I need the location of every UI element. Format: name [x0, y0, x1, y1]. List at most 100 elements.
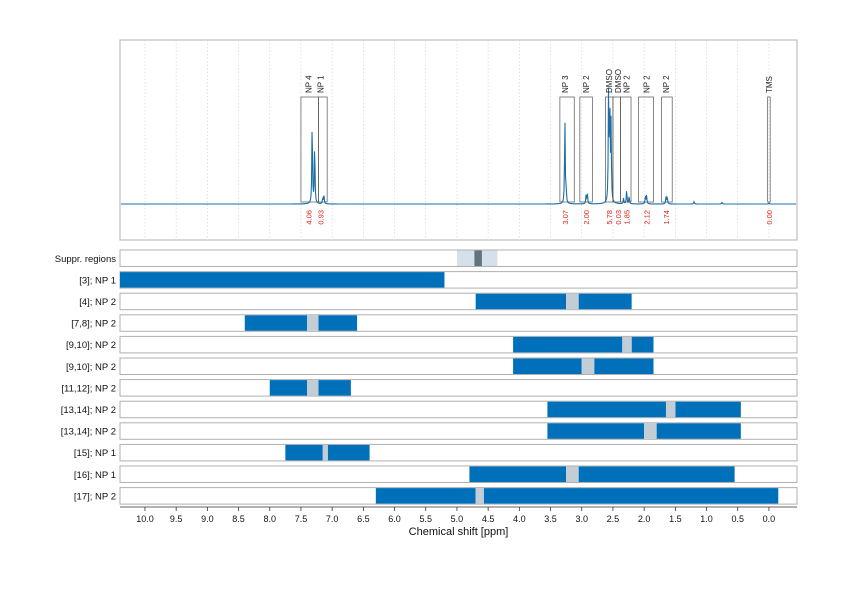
peak-label: NP 2	[662, 75, 671, 93]
x-tick-label: 7.5	[295, 514, 308, 524]
region-gap	[581, 358, 595, 374]
region-row-frame	[119, 335, 798, 354]
peak-integral: 4.06	[304, 210, 313, 225]
x-tick-label: 4.0	[513, 514, 526, 524]
region-bar	[675, 401, 741, 418]
x-axis: 10.0 9.5 9.0 8.5 8.0 7.5 7.0 6.5 6.0 5.5 5.0 4.5 4.0…	[120, 506, 797, 538]
peak-label-box	[559, 96, 575, 203]
peak-label: TMS	[765, 76, 774, 93]
region-bar	[375, 488, 476, 504]
peak-label: DMSO	[605, 69, 614, 93]
region-row-label: [7,8]; NP 2	[71, 319, 116, 330]
region-row-frame	[119, 379, 798, 397]
region-row-label: [16]; NP 1	[74, 470, 116, 481]
region-bar	[547, 401, 666, 418]
peak-integral: 0.03	[614, 210, 623, 225]
x-tick-label: 5.5	[419, 514, 432, 524]
region-bar	[327, 444, 370, 461]
region-row-frame	[119, 443, 798, 462]
region-gap	[475, 488, 484, 504]
region-bar	[656, 423, 741, 439]
x-tick-label: 9.0	[201, 514, 214, 524]
peak-label: NP 2	[582, 75, 591, 93]
region-row-label: [3]; NP 1	[79, 275, 116, 286]
suppr-region-dark	[474, 250, 482, 266]
peak-integral: 2.12	[643, 210, 652, 225]
peak-integral: 5.78	[605, 210, 614, 225]
region-bar	[483, 488, 779, 504]
region-row-label: [13,14]; NP 2	[61, 427, 116, 438]
x-tick-label: 0.0	[763, 514, 776, 524]
x-tick-label: 3.5	[544, 514, 557, 524]
x-tick-label: 2.0	[638, 514, 651, 524]
x-tick-label: 0.5	[731, 514, 744, 524]
x-tick-label: 8.0	[263, 514, 276, 524]
x-tick-label: 2.5	[607, 514, 620, 524]
peak-label: NP 1	[316, 75, 325, 93]
region-bar	[513, 358, 582, 374]
region-row-label: [4]; NP 2	[79, 297, 116, 308]
region-gap	[566, 293, 579, 310]
peak-integral: 2.00	[582, 210, 591, 225]
region-bar	[285, 444, 323, 461]
region-bar	[469, 466, 567, 482]
region-row-label: [17]; NP 2	[74, 491, 116, 502]
region-bar	[269, 380, 308, 396]
peak-labels: NP 4 4.06 NP 1 0.93 NP 3 3.07 NP 2 2.00 DMSO 5.78…	[300, 69, 774, 225]
peak-label: NP 2	[623, 75, 632, 93]
region-bar	[578, 466, 735, 482]
region-bar	[594, 358, 654, 374]
region-gap	[307, 380, 319, 396]
peak-label-box	[579, 96, 593, 203]
peak-label-box	[620, 96, 632, 203]
peak-label-box	[767, 96, 771, 203]
region-bar	[120, 272, 445, 288]
peak-label: DMSO	[614, 69, 623, 93]
x-tick-label: 3.0	[575, 514, 588, 524]
region-gap	[566, 466, 579, 482]
region-row-label: [9,10]; NP 2	[66, 362, 116, 373]
x-tick-label: 1.5	[669, 514, 682, 524]
region-gap	[622, 336, 632, 353]
region-row-label: [9,10]; NP 2	[66, 340, 116, 351]
x-tick-label: 1.0	[700, 514, 713, 524]
spectrum-frame	[119, 39, 798, 241]
suppr-row-label: Suppr. regions	[55, 254, 117, 265]
spectrum-line	[121, 87, 796, 205]
x-axis-label: Chemical shift [ppm]	[409, 526, 509, 538]
region-bar	[475, 293, 567, 310]
region-gap	[322, 444, 328, 461]
x-tick-label: 5.0	[451, 514, 464, 524]
x-tick-label: 8.5	[232, 514, 245, 524]
peak-label-box	[661, 96, 673, 203]
region-row-label: [11,12]; NP 2	[61, 383, 116, 394]
peak-label: NP 4	[304, 75, 313, 93]
x-tick-label: 6.5	[357, 514, 370, 524]
peak-label: NP 2	[643, 75, 652, 93]
region-bar	[578, 293, 632, 310]
region-bar	[547, 423, 645, 439]
peak-label: NP 3	[561, 75, 570, 93]
region-row-label: [15]; NP 1	[74, 448, 116, 459]
x-tick-label: 4.5	[482, 514, 495, 524]
peak-integral: 0.93	[316, 210, 325, 225]
x-tick-label: 7.0	[326, 514, 339, 524]
region-rows: Suppr. regions [3]; NP 1 [4]; NP 2 [7,8]; N…	[55, 249, 798, 505]
region-row-frame	[119, 292, 798, 311]
x-tick-label: 9.5	[170, 514, 183, 524]
region-bar	[318, 315, 358, 331]
region-bar	[244, 315, 308, 331]
peak-label-box	[638, 96, 654, 203]
x-tick-label: 10.0	[136, 514, 154, 524]
region-bar	[631, 336, 654, 353]
peak-integral: 0.00	[765, 210, 774, 225]
peak-integral: 1.74	[662, 210, 671, 225]
peak-label-box	[318, 96, 328, 203]
peak-integral: 1.85	[623, 210, 632, 225]
region-row-frame	[119, 357, 798, 375]
region-row-label: [13,14]; NP 2	[61, 405, 116, 416]
region-row-frame	[119, 314, 798, 332]
region-gap	[307, 315, 319, 331]
region-gap	[665, 401, 676, 418]
